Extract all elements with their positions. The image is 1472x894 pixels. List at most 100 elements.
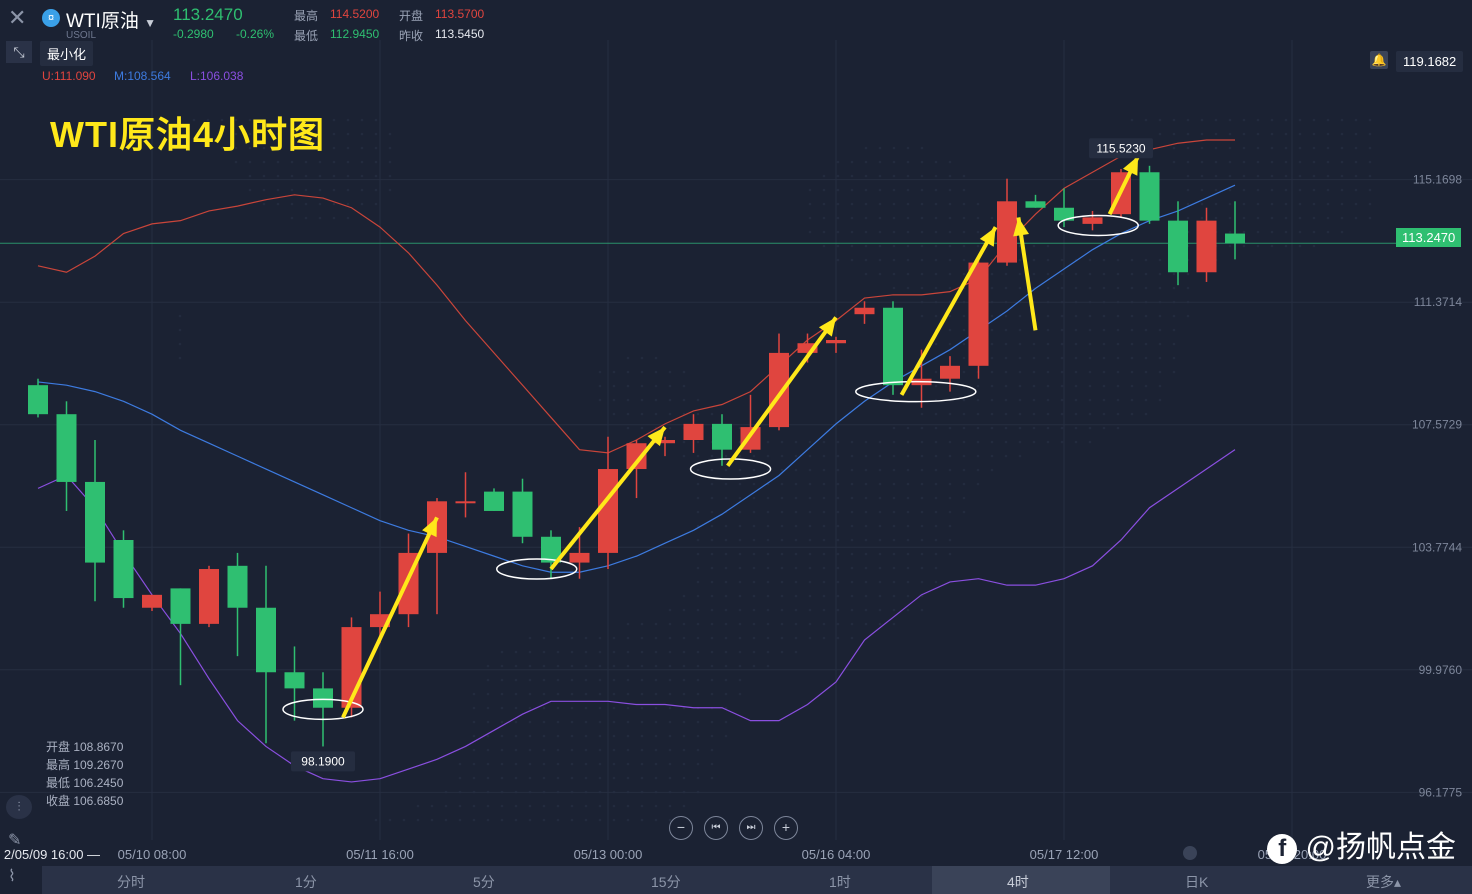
background-dot [528,734,532,738]
period-tab[interactable]: 4时 [1007,874,1029,890]
background-dot [990,454,994,458]
background-dot [1284,146,1288,150]
background-dot [584,678,588,682]
background-dot [752,636,756,640]
dropdown-caret-icon[interactable]: ▼ [144,16,156,30]
background-dot [598,398,602,402]
background-dot [528,664,532,668]
background-dot [990,286,994,290]
background-dot [402,818,406,822]
background-dot [1018,384,1022,388]
background-dot [1228,160,1232,164]
background-dot [1060,412,1064,416]
background-dot [696,580,700,584]
period-tab[interactable]: 分时 [117,874,145,890]
background-dot [864,146,868,150]
background-dot [948,538,952,542]
background-dot [878,510,882,514]
background-dot [906,174,910,178]
indicator-icon[interactable]: ⫶ [6,795,32,819]
background-dot [612,370,616,374]
background-dot [1186,188,1190,192]
background-dot [640,356,644,360]
instrument-name[interactable]: WTI原油 ▼ [66,11,156,32]
trend-arrow-line [726,316,838,467]
line-chart-icon[interactable]: ⌇ [8,868,16,885]
background-dot [1200,188,1204,192]
background-dot [1158,272,1162,276]
zoom-out-icon[interactable]: − [669,816,693,840]
facebook-icon: f [1267,834,1298,865]
background-dot [794,622,798,626]
background-dot [1046,426,1050,430]
background-dot [374,132,378,136]
background-dot [556,776,560,780]
period-tab[interactable]: 1分 [295,874,317,890]
background-dot [1186,216,1190,220]
background-dot [346,146,350,150]
background-dot [514,706,518,710]
background-dot [892,468,896,472]
candle-body [284,672,305,689]
background-dot [920,174,924,178]
trend-arrow-head [1122,156,1139,176]
zoom-in-icon[interactable]: + [774,816,798,840]
background-dot [1116,370,1120,374]
background-dot [234,118,238,122]
background-dot [948,188,952,192]
background-dot [262,202,266,206]
background-dot [906,160,910,164]
watermark: f @扬帆点金 [1267,822,1456,866]
period-tab[interactable]: 15分 [651,874,681,890]
background-dot [304,216,308,220]
close-icon[interactable]: ✕ [8,5,27,30]
background-dot [822,566,826,570]
background-dot [948,174,952,178]
trend-arrow-head [422,517,437,538]
background-dot [542,650,546,654]
period-tab[interactable]: 日K [1185,874,1209,890]
background-dot [1046,328,1050,332]
background-dot [766,636,770,640]
background-dot [1130,384,1134,388]
background-dot [668,762,672,766]
background-dot [682,370,686,374]
background-dot [696,594,700,598]
background-dot [878,244,882,248]
background-dot [332,174,336,178]
background-dot [1102,286,1106,290]
skip-back-icon[interactable]: ⏮ [704,816,728,840]
period-tab[interactable]: 更多▴ [1366,874,1402,890]
background-dot [346,202,350,206]
background-dot [696,622,700,626]
background-dot [1284,188,1288,192]
period-tab[interactable]: 5分 [473,874,495,890]
background-dot [276,174,280,178]
alert-bell-icon[interactable]: 🔔 [1370,51,1388,69]
background-dot [598,734,602,738]
background-dot [1242,146,1246,150]
background-dot [822,188,826,192]
background-dot [1144,342,1148,346]
draw-pen-icon[interactable]: ✎ [8,832,22,849]
skip-forward-icon[interactable]: ⏭ [739,816,763,840]
background-dot [696,720,700,724]
scroll-latest-icon[interactable] [1183,846,1197,860]
background-dot [1074,398,1078,402]
background-dot [346,132,350,136]
period-tab[interactable]: 1时 [829,874,851,890]
background-dot [738,692,742,696]
background-dot [766,552,770,556]
background-dot [948,230,952,234]
background-dot [1060,356,1064,360]
background-dot [1326,230,1330,234]
background-dot [990,398,994,402]
background-dot [822,244,826,248]
background-dot [500,720,504,724]
background-dot [1298,160,1302,164]
background-dot [724,594,728,598]
minimize-icon[interactable]: ⤡ [6,41,32,63]
background-dot [920,272,924,276]
background-dot [892,482,896,486]
